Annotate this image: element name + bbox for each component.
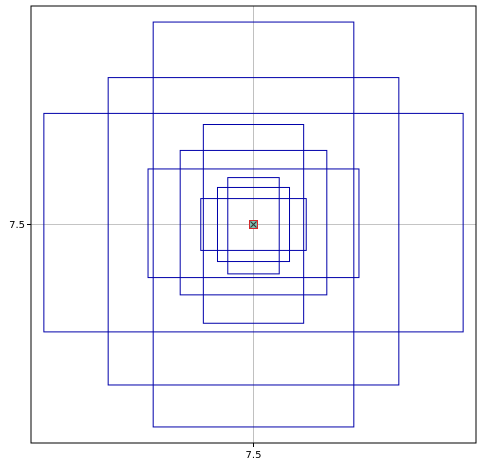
- ticks-layer: 7.5 7.5: [9, 220, 261, 461]
- rectangle-3: [202, 124, 305, 324]
- rectangle-7: [227, 177, 280, 275]
- center-marker-x-stroke-2: [250, 221, 257, 228]
- center-marker-layer: [249, 220, 258, 229]
- rectangle-2: [43, 112, 464, 333]
- rectangle-4: [179, 149, 328, 296]
- rectangle-6: [200, 198, 307, 251]
- x-tick-label-0: 7.5: [246, 450, 262, 461]
- rectangle-0: [152, 21, 355, 428]
- rectangles-layer: [43, 21, 464, 428]
- rectangle-5: [147, 168, 360, 279]
- y-tick-label-0: 7.5: [9, 220, 25, 231]
- rectangle-1: [107, 77, 400, 386]
- rectangle-8: [216, 186, 291, 263]
